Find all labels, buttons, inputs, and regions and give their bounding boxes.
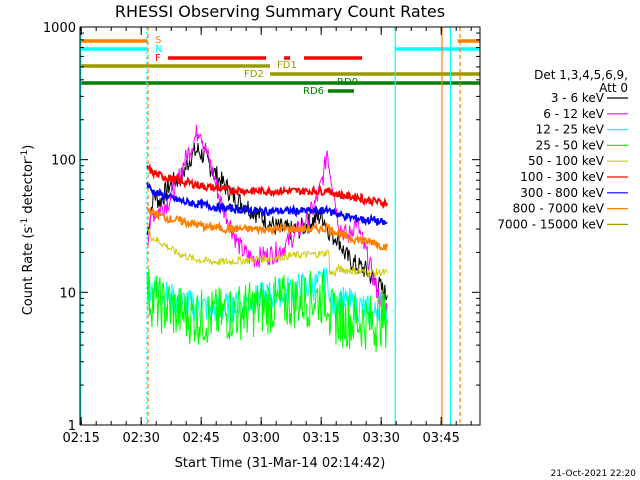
series-line-5 xyxy=(146,162,389,210)
y-tick-label-0: 1 xyxy=(68,419,76,434)
x-axis-label: Start Time (31-Mar-14 02:14:42) xyxy=(175,456,386,471)
legend-title-line-0: Det 1,3,4,5,6,9, xyxy=(534,68,628,82)
date-stamp: 21-Oct-2021 22:20 xyxy=(551,469,637,479)
flag-label-f: F xyxy=(155,53,161,64)
y-axis-label: Count Rate (s-1 detector-1) xyxy=(20,145,36,316)
flag-label-rd0: RD0 xyxy=(337,77,358,88)
x-tick-label-2: 02:45 xyxy=(182,431,219,446)
y-tick-label-3: 1000 xyxy=(43,21,76,36)
x-tick-label-5: 03:30 xyxy=(362,431,399,446)
series-line-3 xyxy=(146,268,388,353)
legend-label-5: 100 - 300 keV xyxy=(520,170,604,184)
series-line-7 xyxy=(146,206,389,251)
legend-title-line-1: Att 0 xyxy=(599,81,628,95)
tick-labels: 02:15 02:30 02:45 03:00 03:15 03:30 03:45 1 10 10… xyxy=(43,21,460,446)
flag-label-rd6: RD6 xyxy=(303,86,324,97)
flag-label-fd1: FD1 xyxy=(277,60,297,71)
legend-label-0: 3 - 6 keV xyxy=(551,91,605,105)
legend: Det 1,3,4,5,6,9,Att 03 - 6 keV 6 - 12 keV… xyxy=(497,68,628,231)
legend-label-4: 50 - 100 keV xyxy=(528,154,605,168)
x-tick-label-6: 03:45 xyxy=(422,431,459,446)
flag-label-s: S xyxy=(155,35,161,46)
flag-label-fd2: FD2 xyxy=(244,69,264,80)
y-tick-label-2: 100 xyxy=(51,154,76,169)
series-line-4 xyxy=(146,228,388,278)
x-tick-label-1: 02:30 xyxy=(122,431,159,446)
legend-label-1: 6 - 12 keV xyxy=(543,107,605,121)
series-line-6 xyxy=(146,182,388,227)
legend-label-7: 800 - 7000 keV xyxy=(513,202,605,216)
x-tick-label-3: 03:00 xyxy=(242,431,279,446)
legend-label-3: 25 - 50 keV xyxy=(536,138,605,152)
legend-label-2: 12 - 25 keV xyxy=(536,123,605,137)
legend-label-6: 300 - 800 keV xyxy=(520,186,604,200)
series-lines xyxy=(146,124,389,353)
x-tick-label-0: 02:15 xyxy=(62,431,99,446)
plot-frame xyxy=(79,26,481,426)
axes xyxy=(79,26,481,426)
flag-label-n: N xyxy=(155,44,162,55)
y-tick-label-1: 10 xyxy=(59,286,76,301)
chart-title: RHESSI Observing Summary Count Rates xyxy=(115,2,445,21)
x-tick-label-4: 03:15 xyxy=(302,431,339,446)
vertical-markers xyxy=(80,27,461,425)
legend-label-8: 7000 - 15000 keV xyxy=(497,217,604,231)
